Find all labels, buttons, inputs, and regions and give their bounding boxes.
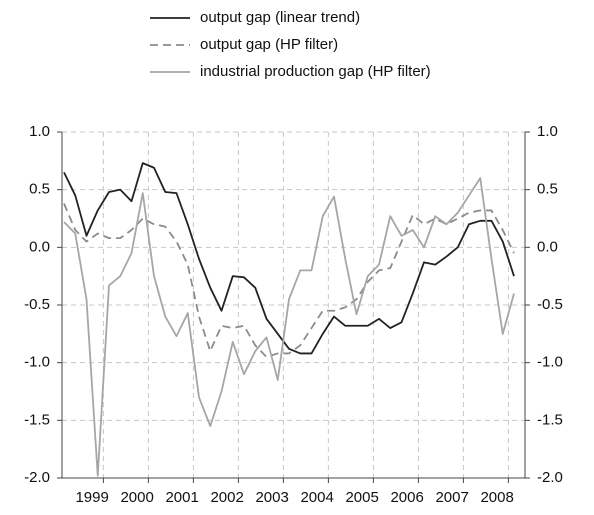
y2-tick-label: -1.0	[537, 354, 563, 371]
x-tick-label: 2006	[390, 489, 423, 506]
legend-label: output gap (linear trend)	[200, 9, 360, 26]
y-tick-label: 1.0	[29, 123, 50, 140]
y2-tick-label: 0.5	[537, 181, 558, 198]
x-tick-label: 2004	[300, 489, 333, 506]
y-tick-label: -0.5	[24, 296, 50, 313]
x-tick-label: 2008	[480, 489, 513, 506]
x-tick-label: 2005	[345, 489, 378, 506]
y-tick-label: -1.0	[24, 354, 50, 371]
x-tick-label: 2001	[165, 489, 198, 506]
y-tick-label: 0.0	[29, 238, 50, 255]
y2-tick-label: -1.5	[537, 411, 563, 428]
y2-tick-label: 1.0	[537, 123, 558, 140]
x-tick-label: 2007	[435, 489, 468, 506]
y2-tick-label: -2.0	[537, 469, 563, 486]
y2-tick-label: -0.5	[537, 296, 563, 313]
x-tick-label: 1999	[75, 489, 108, 506]
legend-label: output gap (HP filter)	[200, 36, 338, 53]
x-tick-label: 2003	[255, 489, 288, 506]
y-tick-label: 0.5	[29, 181, 50, 198]
series-line	[63, 162, 515, 355]
y-tick-label: -2.0	[24, 469, 50, 486]
x-tick-label: 2000	[120, 489, 153, 506]
series-line	[63, 177, 515, 477]
series-line	[63, 203, 515, 358]
x-tick-label: 2002	[210, 489, 243, 506]
legend-label: industrial production gap (HP filter)	[200, 63, 431, 80]
y2-tick-label: 0.0	[537, 238, 558, 255]
y-tick-label: -1.5	[24, 411, 50, 428]
